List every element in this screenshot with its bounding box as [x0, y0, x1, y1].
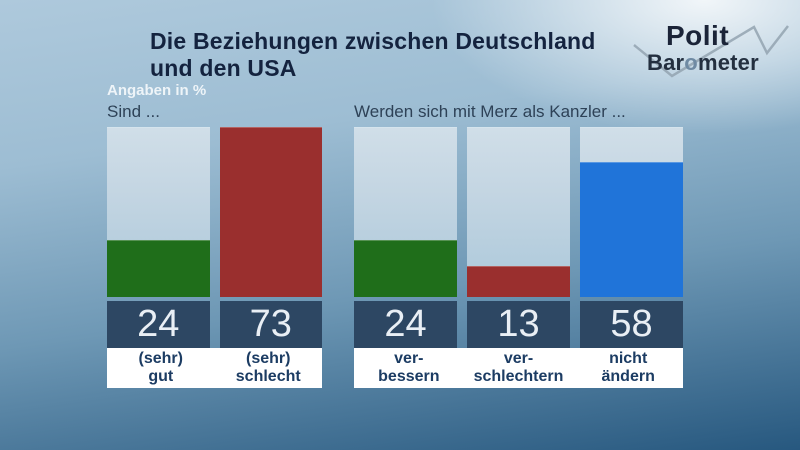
bar-green — [107, 240, 210, 297]
bar-columns: 24 73 — [107, 127, 322, 348]
category-label: ver- bessern — [354, 348, 464, 388]
chart-relations-under-merz: 24 13 58 ver- bessern — [354, 127, 683, 388]
bar-columns: 24 13 58 — [354, 127, 683, 348]
bar-track — [354, 127, 457, 297]
logo-text-barometer: Barometer — [647, 50, 759, 76]
logo-text-meter: meter — [697, 50, 759, 75]
bar-red — [467, 265, 570, 297]
bar-red — [219, 127, 322, 297]
value-badge: 58 — [580, 301, 683, 348]
label-line-2: bessern — [378, 368, 440, 385]
bar-blue — [580, 161, 683, 297]
politbarometer-logo: Polit Barometer — [628, 17, 796, 85]
value-badge: 24 — [107, 301, 210, 348]
label-line-2: gut — [148, 368, 174, 385]
value-badge: 73 — [219, 301, 322, 348]
label-line-2: schlecht — [235, 368, 301, 385]
unit-note: Angaben in % — [107, 82, 207, 99]
category-label-strip: ver- bessern ver- schlechtern nicht ände… — [354, 348, 683, 388]
bar-column-sehr-schlecht: 73 — [219, 127, 322, 348]
barometer-needle-icon — [633, 25, 789, 78]
bar-track — [219, 127, 322, 297]
question-left: Sind ... — [107, 102, 160, 121]
label-line-1: (sehr) — [138, 350, 183, 367]
category-label: nicht ändern — [573, 348, 683, 388]
bar-column-verbessern: 24 — [354, 127, 457, 348]
bar-track — [107, 127, 210, 297]
bar-column-sehr-gut: 24 — [107, 127, 210, 348]
label-line-2: ändern — [601, 368, 655, 385]
value-badge: 13 — [467, 301, 570, 348]
category-label: ver- schlechtern — [464, 348, 574, 388]
category-label: (sehr) gut — [107, 348, 215, 388]
question-right: Werden sich mit Merz als Kanzler ... — [354, 102, 626, 121]
label-line-1: ver- — [394, 350, 424, 367]
title-line-1: Die Beziehungen zwischen Deutschland — [150, 28, 596, 54]
bar-track — [580, 127, 683, 297]
category-label-strip: (sehr) gut (sehr) schlecht — [107, 348, 322, 388]
label-line-1: ver- — [503, 350, 534, 367]
title-line-2: und den USA — [150, 55, 297, 81]
bar-column-verschlechtern: 13 — [467, 127, 570, 348]
chart-relations-current: 24 73 (sehr) gut (sehr) schlecht — [107, 127, 322, 388]
logo-text-o: o — [684, 50, 698, 75]
bar-green — [354, 240, 457, 297]
bar-column-nicht-aendern: 58 — [580, 127, 683, 348]
bar-track — [467, 127, 570, 297]
label-line-1: (sehr) — [246, 350, 291, 367]
logo-text-bar: Bar — [647, 50, 685, 75]
page-title: Die Beziehungen zwischen Deutschland und… — [150, 28, 596, 82]
category-label: (sehr) schlecht — [215, 348, 323, 388]
label-line-1: nicht — [609, 350, 648, 367]
label-line-2: schlechtern — [473, 368, 564, 385]
logo-text-polit: Polit — [666, 20, 730, 51]
value-badge: 24 — [354, 301, 457, 348]
